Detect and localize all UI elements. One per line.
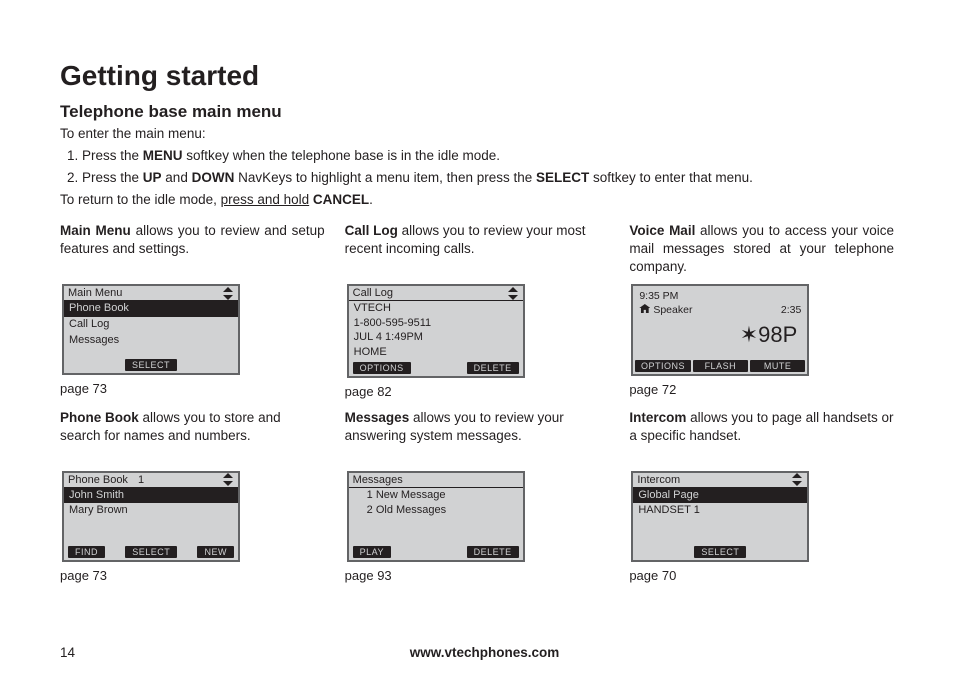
voicemail-screen: 9:35 PM Speaker 2:35 ✶98P OPTIONS FLASH … xyxy=(631,284,809,376)
calllog-screen: Call Log VTECH 1-800-595-9511 JUL 4 1:49… xyxy=(347,284,525,378)
phonebook-header-label: Phone Book xyxy=(68,474,128,486)
section-subtitle: Telephone base main menu xyxy=(60,102,894,122)
voicemail-desc: Voice Mail allows you to access your voi… xyxy=(629,222,894,278)
messages-pageref: page 93 xyxy=(345,568,610,583)
softkey-new[interactable]: NEW xyxy=(197,546,234,558)
messages-line: 2 Old Messages xyxy=(349,503,523,519)
messages-header-label: Messages xyxy=(353,474,403,486)
messages-desc: Messages allows you to review your answe… xyxy=(345,409,610,465)
messages-line: 1 New Message xyxy=(349,488,523,504)
intercom-screen: Intercom Global Page HANDSET 1 SELECT xyxy=(631,471,809,562)
voicemail-time: 9:35 PM xyxy=(639,290,678,302)
voicemail-speaker: Speaker xyxy=(653,304,692,316)
phonebook-screen: Phone Book 1 John Smith Mary Brown FIND … xyxy=(62,471,240,562)
phonebook-softkeys: FIND SELECT NEW xyxy=(64,544,238,560)
return-line: To return to the idle mode, press and ho… xyxy=(60,190,894,210)
page-title: Getting started xyxy=(60,60,894,92)
calllog-header: Call Log xyxy=(349,286,523,301)
mainmenu-header: Main Menu xyxy=(64,286,238,301)
cell-phonebook: Phone Book allows you to store and searc… xyxy=(60,409,325,583)
softkey-select[interactable]: SELECT xyxy=(125,546,177,558)
intercom-body: Global Page HANDSET 1 xyxy=(633,488,807,544)
mainmenu-header-label: Main Menu xyxy=(68,287,122,299)
voicemail-pageref: page 72 xyxy=(629,382,894,397)
mainmenu-desc: Main Menu allows you to review and setup… xyxy=(60,222,325,278)
softkey-select[interactable]: SELECT xyxy=(125,359,177,371)
mainmenu-screen: Main Menu Phone Book Call Log Messages S… xyxy=(62,284,240,375)
messages-body: 1 New Message 2 Old Messages xyxy=(349,488,523,544)
cell-mainmenu: Main Menu allows you to review and setup… xyxy=(60,222,325,399)
updown-icon xyxy=(508,288,519,299)
updown-icon xyxy=(223,474,234,485)
mainmenu-body: Phone Book Call Log Messages xyxy=(64,301,238,357)
voicemail-body: 9:35 PM Speaker 2:35 ✶98P xyxy=(633,286,807,358)
messages-softkeys: PLAY DELETE xyxy=(349,544,523,560)
voicemail-duration: 2:35 xyxy=(781,304,801,316)
footer-url: www.vtechphones.com xyxy=(410,645,560,660)
phonebook-entry: John Smith xyxy=(64,488,238,504)
intercom-header: Intercom xyxy=(633,473,807,488)
intercom-item: HANDSET 1 xyxy=(633,503,807,519)
softkey-flash[interactable]: FLASH xyxy=(693,360,748,372)
calllog-softkeys: OPTIONS DELETE xyxy=(349,360,523,376)
intro-line: To enter the main menu: xyxy=(60,124,894,144)
steps-list: Press the MENU softkey when the telephon… xyxy=(60,146,894,188)
intercom-pageref: page 70 xyxy=(629,568,894,583)
calllog-desc: Call Log allows you to review your most … xyxy=(345,222,610,278)
voicemail-big: ✶98P xyxy=(639,316,801,352)
cell-voicemail: Voice Mail allows you to access your voi… xyxy=(629,222,894,399)
phonebook-entry: Mary Brown xyxy=(64,503,238,519)
star-icon: ✶ xyxy=(740,322,758,347)
softkey-mute[interactable]: MUTE xyxy=(750,360,805,372)
cell-intercom: Intercom allows you to page all handsets… xyxy=(629,409,894,583)
softkey-find[interactable]: FIND xyxy=(68,546,105,558)
voicemail-time-row: 9:35 PM xyxy=(639,290,801,302)
phonebook-header: Phone Book 1 xyxy=(64,473,238,488)
intro-block: To enter the main menu: Press the MENU s… xyxy=(60,124,894,210)
intercom-header-label: Intercom xyxy=(637,474,680,486)
softkey-play[interactable]: PLAY xyxy=(353,546,391,558)
mainmenu-softkeys: SELECT xyxy=(64,357,238,373)
footer-page-number: 14 xyxy=(60,645,75,660)
messages-header: Messages xyxy=(349,473,523,488)
intercom-softkeys: SELECT xyxy=(633,544,807,560)
phonebook-count: 1 xyxy=(138,474,144,486)
calllog-header-label: Call Log xyxy=(353,287,393,299)
softkey-options[interactable]: OPTIONS xyxy=(635,360,690,372)
messages-screen: Messages 1 New Message 2 Old Messages PL… xyxy=(347,471,525,562)
cell-calllog: Call Log allows you to review your most … xyxy=(345,222,610,399)
calllog-pageref: page 82 xyxy=(345,384,610,399)
softkey-delete[interactable]: DELETE xyxy=(467,546,519,558)
updown-icon xyxy=(223,288,234,299)
updown-icon xyxy=(792,474,803,485)
softkey-delete[interactable]: DELETE xyxy=(467,362,519,374)
softkey-options[interactable]: OPTIONS xyxy=(353,362,411,374)
intercom-desc: Intercom allows you to page all handsets… xyxy=(629,409,894,465)
page-footer: 14 www.vtechphones.com xyxy=(60,645,894,660)
calllog-body: VTECH 1-800-595-9511 JUL 4 1:49PM HOME xyxy=(349,301,523,360)
calllog-line: HOME xyxy=(349,345,523,360)
step-1: Press the MENU softkey when the telephon… xyxy=(82,146,894,166)
intercom-item: Global Page xyxy=(633,488,807,504)
mainmenu-item-messages: Messages xyxy=(64,333,238,349)
calllog-line: 1-800-595-9511 xyxy=(349,316,523,331)
voicemail-status-row: Speaker 2:35 xyxy=(639,302,801,316)
phonebook-pageref: page 73 xyxy=(60,568,325,583)
calllog-line: VTECH xyxy=(349,301,523,316)
sections-grid: Main Menu allows you to review and setup… xyxy=(60,222,894,583)
cell-messages: Messages allows you to review your answe… xyxy=(345,409,610,583)
mainmenu-pageref: page 73 xyxy=(60,381,325,396)
mainmenu-item-phonebook: Phone Book xyxy=(64,301,238,317)
home-icon xyxy=(639,304,650,313)
softkey-select[interactable]: SELECT xyxy=(694,546,746,558)
mainmenu-item-calllog: Call Log xyxy=(64,317,238,333)
calllog-line: JUL 4 1:49PM xyxy=(349,330,523,345)
phonebook-desc: Phone Book allows you to store and searc… xyxy=(60,409,325,465)
step-2: Press the UP and DOWN NavKeys to highlig… xyxy=(82,168,894,188)
voicemail-softkeys: OPTIONS FLASH MUTE xyxy=(633,358,807,374)
phonebook-body: John Smith Mary Brown xyxy=(64,488,238,544)
